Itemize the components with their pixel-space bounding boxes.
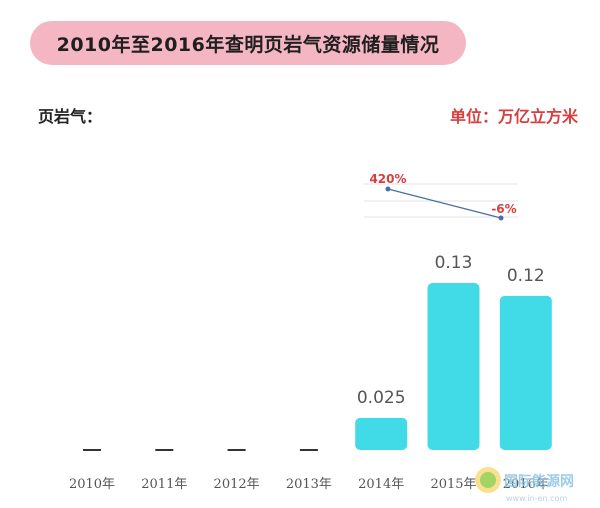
growth-line — [387, 188, 502, 219]
unit-label: 单位：万亿立方米 — [449, 107, 578, 126]
chart-title-banner: 2010年至2016年查明页岩气资源储量情况 — [30, 21, 466, 65]
bar-2016年 — [499, 295, 552, 450]
watermark-url: www.in-en.com — [506, 494, 567, 503]
x-tick-label: 2010年 — [69, 477, 115, 492]
bar-2015年 — [427, 283, 480, 450]
growth-label: -6% — [491, 202, 516, 216]
x-tick-label: 2012年 — [214, 477, 260, 492]
bar-2014年 — [355, 417, 408, 450]
y-axis-label: 页岩气： — [38, 107, 103, 126]
watermark-text: 国际能源网 — [504, 473, 574, 490]
growth-label: 420% — [369, 172, 406, 186]
x-tick-label: 2015年 — [430, 477, 476, 492]
x-tick-label: 2011年 — [141, 477, 187, 492]
growth-point — [385, 186, 391, 192]
value-label: 0.13 — [435, 253, 473, 273]
growth-point — [498, 215, 504, 221]
chart-title: 2010年至2016年查明页岩气资源储量情况 — [56, 33, 440, 56]
value-label: 0.12 — [507, 266, 545, 286]
x-tick-label: 2013年 — [286, 477, 332, 492]
x-tick-label: 2016年 — [503, 477, 549, 492]
value-label: 0.025 — [357, 388, 406, 408]
x-tick-label: 2014年 — [358, 477, 404, 492]
watermark-logo: 国际能源网 www.in-en.com — [472, 458, 600, 506]
